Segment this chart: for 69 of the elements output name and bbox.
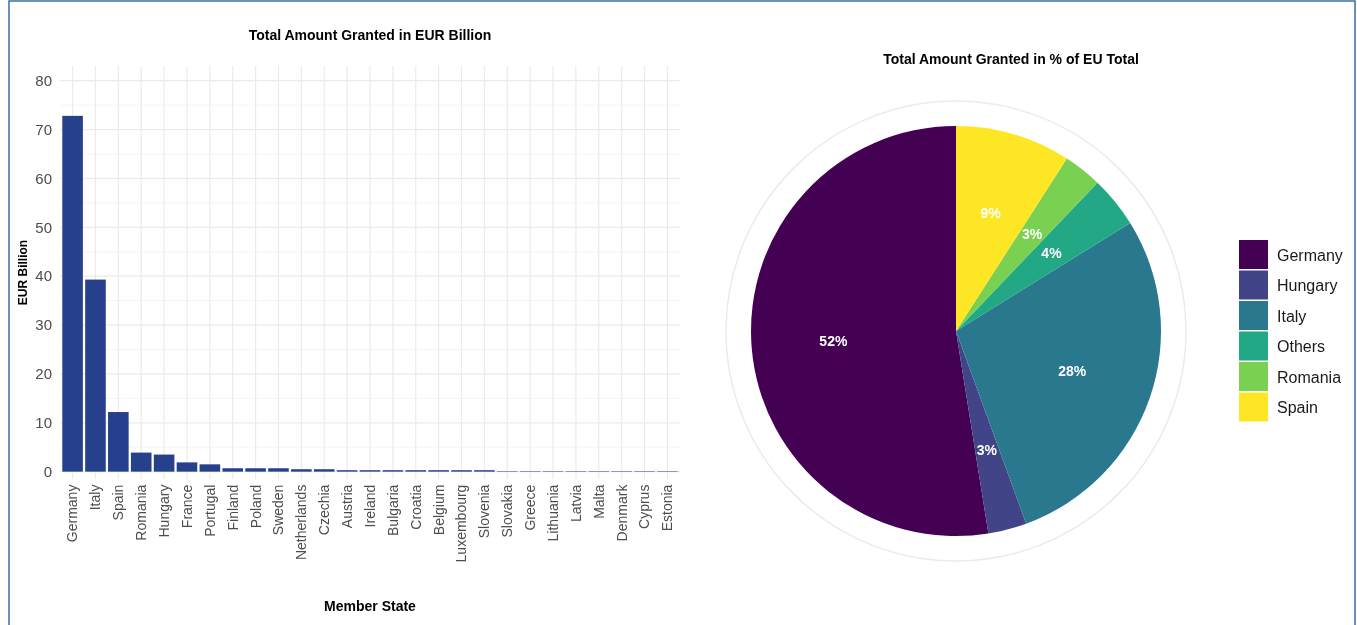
y-axis-title: EUR Billion bbox=[16, 239, 30, 306]
y-tick-label: 40 bbox=[35, 267, 52, 285]
x-tick-label: Greece bbox=[522, 484, 539, 531]
y-tick-label: 70 bbox=[35, 120, 52, 138]
x-tick-label: Germany bbox=[64, 484, 81, 543]
legend-label: Romania bbox=[1277, 368, 1342, 386]
y-tick-label: 60 bbox=[35, 169, 52, 187]
bar bbox=[245, 468, 266, 472]
x-tick-label: Luxembourg bbox=[453, 484, 470, 563]
bar bbox=[313, 469, 335, 472]
data-label: 28% bbox=[1058, 363, 1087, 380]
bar bbox=[268, 468, 289, 472]
legend-label: Others bbox=[1277, 338, 1326, 356]
x-tick-label: Lithuania bbox=[544, 484, 561, 542]
x-tick-label: Bulgaria bbox=[384, 484, 401, 536]
data-label: 9% bbox=[980, 204, 1002, 221]
data-label: 4% bbox=[1041, 245, 1063, 262]
legend-label: Hungary bbox=[1277, 277, 1338, 295]
bar bbox=[153, 454, 175, 472]
x-tick-label: Ireland bbox=[361, 484, 378, 528]
x-tick-label: Netherlands bbox=[293, 484, 310, 561]
x-tick-label: Hungary bbox=[156, 484, 172, 538]
legend-label: Spain bbox=[1277, 399, 1318, 417]
x-tick-label: Austria bbox=[339, 484, 356, 529]
bar bbox=[85, 279, 106, 472]
pie-slice bbox=[956, 331, 1027, 534]
y-tick-label: 20 bbox=[35, 365, 52, 383]
pie-slice bbox=[956, 158, 1098, 331]
x-tick-label: Sweden bbox=[270, 484, 287, 536]
x-tick-label: Romania bbox=[133, 484, 150, 541]
x-tick-label: Slovenia bbox=[476, 484, 493, 539]
x-tick-label: Czechia bbox=[316, 484, 333, 536]
y-tick-label: 30 bbox=[35, 316, 52, 334]
x-tick-label: Italy bbox=[87, 484, 104, 511]
x-tick-label: Finland bbox=[224, 484, 241, 531]
x-tick-label: Poland bbox=[247, 484, 264, 529]
x-tick-label: Belgium bbox=[430, 484, 447, 536]
x-tick-label: Denmark bbox=[613, 483, 630, 542]
legend-label: Germany bbox=[1277, 246, 1343, 264]
x-axis-title: Member State bbox=[324, 598, 417, 614]
pie-slice bbox=[956, 126, 1067, 331]
bar bbox=[291, 469, 312, 472]
legend-label: Italy bbox=[1277, 307, 1307, 325]
x-tick-label: Cyprus bbox=[636, 484, 653, 529]
bar bbox=[176, 462, 198, 472]
x-tick-label: Slovakia bbox=[499, 484, 516, 538]
y-tick-label: 80 bbox=[35, 71, 52, 89]
x-tick-label: Latvia bbox=[567, 484, 584, 522]
bar bbox=[222, 468, 244, 472]
x-tick-label: France bbox=[178, 484, 195, 529]
data-label: 3% bbox=[976, 441, 998, 458]
chart-title: Total Amount Granted in EUR Billion bbox=[248, 27, 492, 43]
bar bbox=[62, 115, 83, 472]
pie-slice bbox=[956, 222, 1161, 524]
y-tick-label: 10 bbox=[35, 414, 52, 432]
x-tick-label: Estonia bbox=[659, 484, 676, 532]
x-tick-label: Malta bbox=[590, 484, 607, 519]
x-tick-label: Spain bbox=[110, 484, 127, 521]
y-tick-label: 0 bbox=[43, 462, 52, 480]
x-tick-label: Croatia bbox=[407, 484, 424, 530]
pie-slice bbox=[956, 182, 1131, 331]
data-label: 3% bbox=[1021, 226, 1043, 243]
data-label: 52% bbox=[819, 332, 848, 349]
y-tick-label: 50 bbox=[35, 218, 52, 236]
bar bbox=[108, 412, 129, 472]
x-tick-label: Portugal bbox=[201, 484, 218, 537]
chart-title: Total Amount Granted in % of EU Total bbox=[883, 51, 1139, 67]
bar bbox=[130, 452, 152, 472]
bar bbox=[199, 464, 221, 472]
